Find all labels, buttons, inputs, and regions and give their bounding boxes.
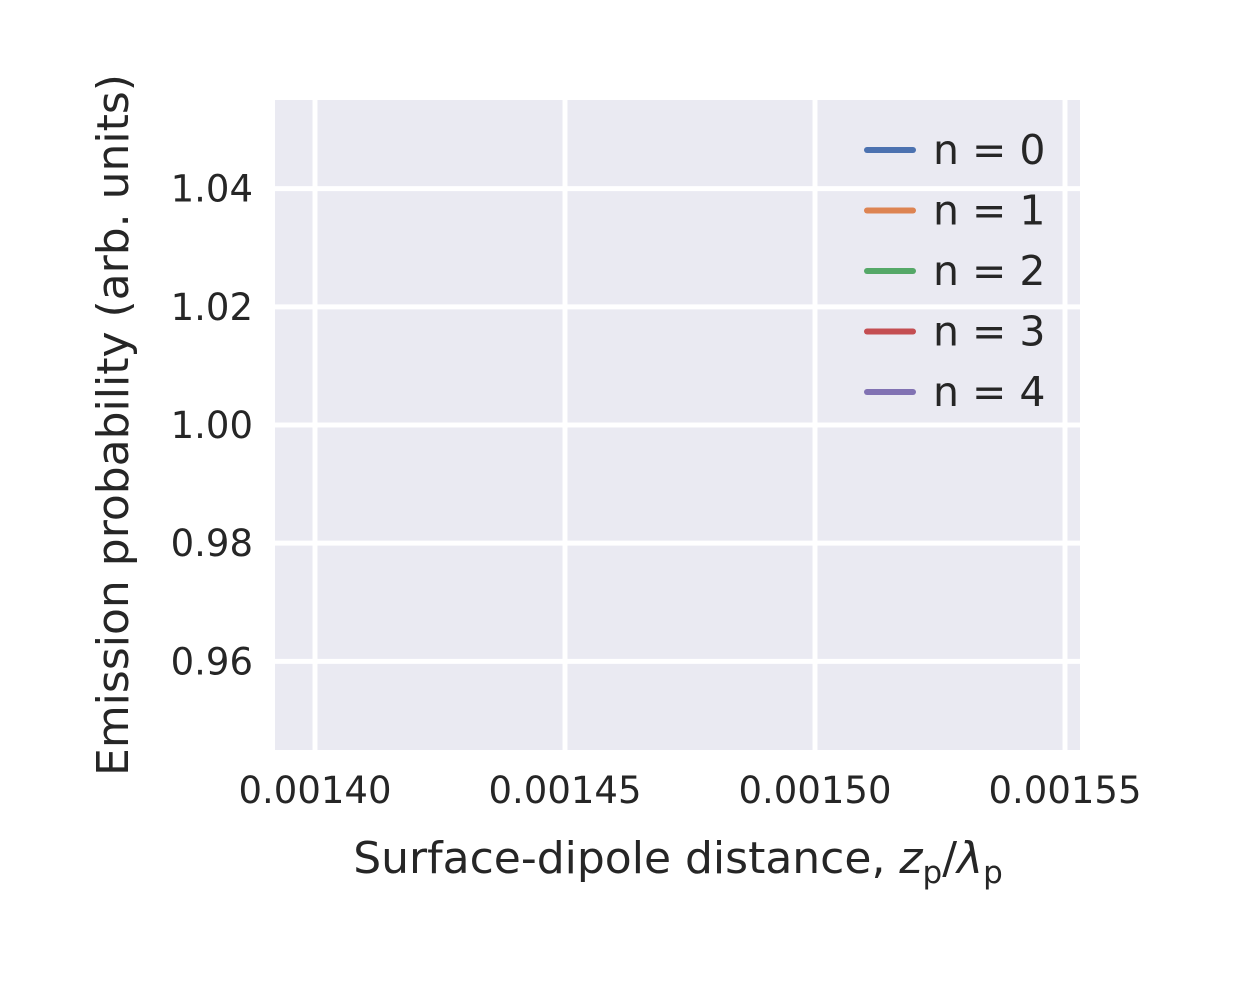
- x-tick-label: 0.00145: [488, 769, 641, 812]
- x-axis-label-var-lambda: λ: [955, 833, 983, 884]
- x-axis-label-slash: /: [942, 833, 957, 884]
- legend-label: n = 0: [933, 126, 1046, 174]
- x-axis-label-sub-p-2: p: [983, 855, 1003, 891]
- y-tick-label: 0.96: [171, 640, 253, 683]
- x-tick-label: 0.00140: [238, 769, 391, 812]
- x-axis-label: Surface-dipole distance, zp/λp: [353, 833, 1003, 891]
- legend-label: n = 1: [933, 187, 1046, 235]
- y-gridlines: [275, 186, 1080, 664]
- y-tick-label: 0.98: [171, 522, 253, 565]
- legend-label: n = 3: [933, 308, 1046, 356]
- legend-label: n = 4: [933, 368, 1046, 416]
- y-tick-label: 1.02: [171, 286, 253, 329]
- y-axis-label: Emission probability (arb. units): [88, 74, 139, 776]
- x-tick-label: 0.00150: [738, 769, 891, 812]
- x-axis-label-var-z: z: [898, 833, 923, 884]
- x-axis-label-sub-p: p: [923, 855, 943, 891]
- y-tick-label: 1.00: [171, 404, 253, 447]
- x-tick-labels: 0.00140 0.00145 0.00150 0.00155: [238, 769, 1141, 812]
- x-tick-label: 0.00155: [988, 769, 1141, 812]
- legend-label: n = 2: [933, 247, 1046, 295]
- legend: n = 0 n = 1 n = 2 n = 3 n = 4: [864, 126, 1046, 416]
- x-axis-label-prefix: Surface-dipole distance,: [353, 833, 899, 884]
- y-tick-label: 1.04: [171, 168, 253, 211]
- y-tick-labels: 0.96 0.98 1.00 1.02 1.04: [171, 168, 253, 684]
